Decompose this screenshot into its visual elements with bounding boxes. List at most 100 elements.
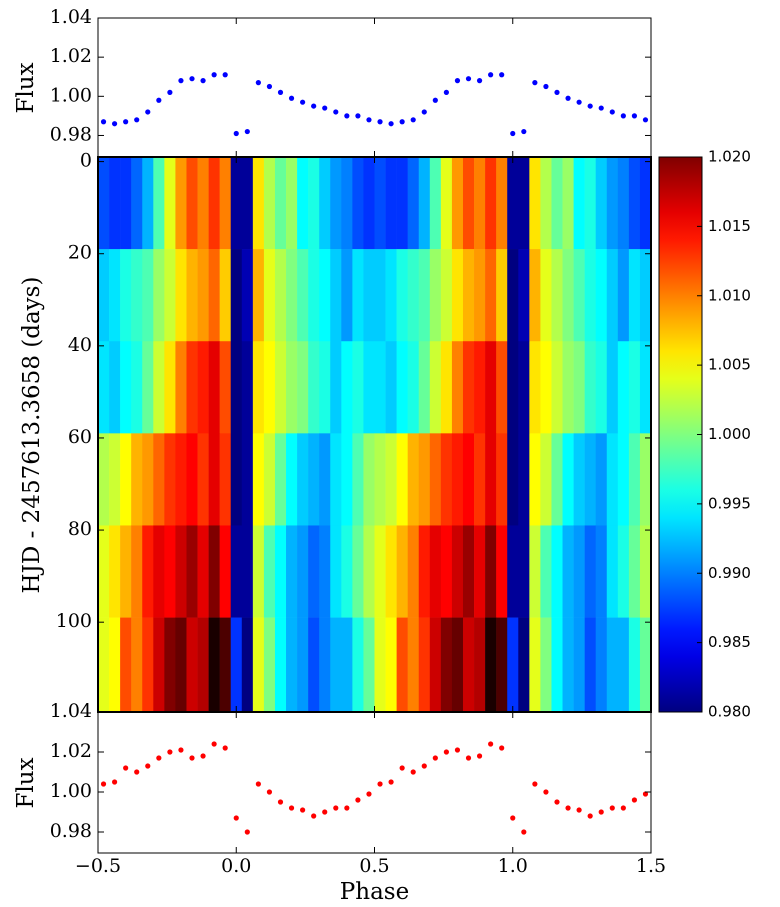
heat-cell: [540, 617, 552, 713]
heat-cell: [584, 341, 596, 434]
heat-cell: [418, 525, 431, 618]
heat-cell: [131, 341, 143, 434]
point: [255, 781, 261, 787]
heat-cell: [109, 157, 121, 250]
heat-cell: [485, 525, 497, 618]
point: [366, 117, 372, 123]
point: [222, 745, 228, 751]
heat-cell: [440, 249, 453, 342]
y-tick-label: 20: [68, 242, 92, 264]
point: [642, 117, 649, 123]
heat-cell: [297, 249, 309, 342]
heat-cell: [308, 341, 320, 434]
heat-cell: [352, 433, 364, 526]
heat-cell: [263, 433, 276, 526]
heat-cell: [175, 157, 187, 250]
heat-cell: [518, 525, 530, 618]
heat-cell: [584, 433, 596, 526]
heat-cell: [263, 525, 276, 618]
heat-cell: [462, 341, 475, 434]
point: [167, 749, 173, 755]
point: [631, 113, 638, 119]
point: [399, 765, 405, 771]
heat-cell: [606, 157, 619, 250]
heat-cell: [131, 433, 143, 526]
point: [609, 805, 615, 811]
colorbar-tick-label: 0.995: [708, 494, 751, 512]
heat-cell: [462, 249, 475, 342]
point: [322, 809, 328, 815]
heat-cell: [330, 433, 342, 526]
heat-cell: [385, 341, 397, 434]
point: [134, 769, 140, 775]
heat-cell: [109, 433, 121, 526]
point: [598, 809, 604, 815]
heat-cell: [98, 525, 110, 618]
heat-cell: [142, 617, 154, 713]
heat-cell: [109, 617, 121, 713]
point: [255, 80, 261, 86]
heat-cell: [462, 617, 475, 713]
heat-cell: [418, 249, 431, 342]
heat-cell: [120, 341, 132, 434]
heat-cell: [540, 433, 552, 526]
colorbar-tick-label: 0.980: [708, 703, 751, 721]
heat-cell: [617, 341, 630, 434]
heat-cell: [507, 525, 519, 618]
heat-cell: [153, 249, 165, 342]
heat-cell: [617, 433, 630, 526]
heat-cell: [308, 525, 320, 618]
heat-cell: [164, 249, 176, 342]
heat-cell: [197, 341, 209, 434]
heat-cell: [98, 249, 110, 342]
heat-cell: [418, 341, 431, 434]
point: [432, 755, 438, 761]
heat-cell: [363, 249, 375, 342]
heat-cell: [418, 157, 431, 250]
heat-cell: [540, 249, 552, 342]
heat-cell: [595, 525, 608, 618]
heat-cell: [451, 341, 464, 434]
heat-cell: [485, 249, 497, 342]
heat-cell: [308, 617, 320, 713]
heat-cell: [551, 341, 563, 434]
heat-cell: [396, 433, 408, 526]
heat-cell: [308, 157, 320, 250]
heat-cell: [396, 341, 408, 434]
heat-cell: [98, 433, 110, 526]
heat-cell: [518, 341, 530, 434]
point: [421, 763, 427, 769]
heat-cell: [551, 433, 563, 526]
heat-cell: [319, 249, 331, 342]
heat-cell: [529, 341, 541, 434]
point: [311, 103, 317, 109]
heat-cell: [639, 341, 652, 434]
heat-cell: [617, 157, 630, 250]
heat-cell: [595, 157, 608, 250]
heat-cell: [385, 157, 397, 250]
point: [167, 89, 173, 95]
heat-cell: [363, 617, 375, 713]
heat-cell: [330, 249, 342, 342]
point: [178, 747, 184, 753]
heat-cell: [219, 617, 232, 713]
heat-cell: [341, 249, 353, 342]
heat-cell: [197, 617, 209, 713]
heat-cell: [496, 157, 508, 250]
heat-cell: [496, 249, 508, 342]
heat-cell: [496, 433, 508, 526]
point: [587, 813, 593, 819]
heat-cell: [440, 617, 453, 713]
heat-cell: [208, 525, 220, 618]
heat-cell: [153, 157, 165, 250]
heat-cell: [197, 157, 209, 250]
heat-cell: [286, 249, 298, 342]
heat-cell: [440, 525, 453, 618]
heat-cell: [208, 341, 220, 434]
heat-cell: [451, 525, 464, 618]
heat-cell: [462, 157, 475, 250]
point: [288, 95, 295, 101]
heat-cell: [363, 433, 375, 526]
heat-cell: [352, 157, 364, 250]
heat-cell: [341, 341, 353, 434]
